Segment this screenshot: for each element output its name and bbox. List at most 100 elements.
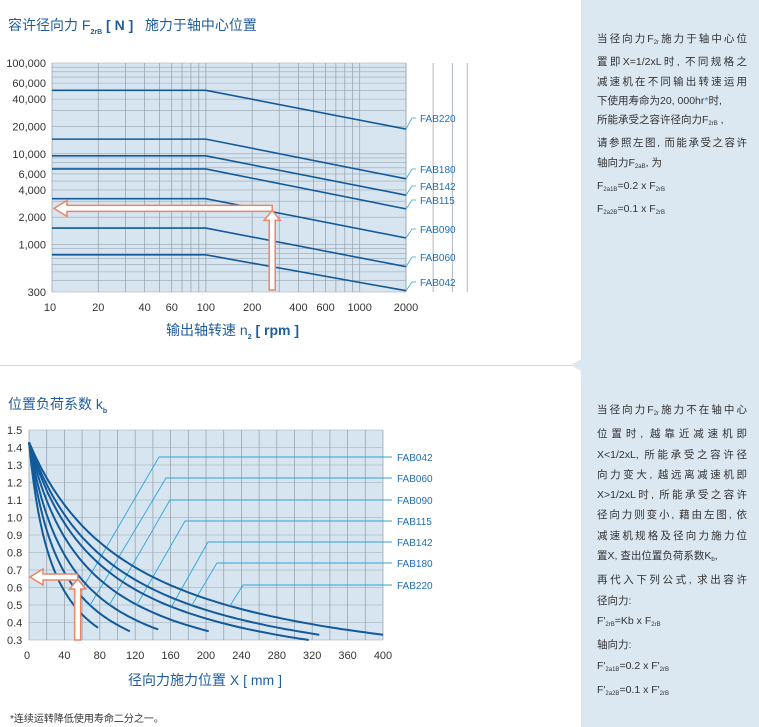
series-line-fab115: [52, 168, 407, 210]
x-tick-label: 600: [316, 302, 334, 314]
arrow-up-icon: [262, 209, 282, 291]
series-label: FAB220: [397, 581, 433, 592]
panel-line: 减速机规格及径向力施力位: [597, 526, 747, 546]
subscript: 2r: [653, 411, 660, 417]
panel-line: 径向力:: [597, 591, 747, 611]
subscript: 2rB: [605, 621, 615, 628]
x-tick-label: 160: [161, 650, 179, 662]
series-label: FAB090: [397, 496, 433, 507]
bottom-x-axis-label: 径向力施力位置 X [ mm ]: [128, 672, 282, 688]
series-line-fab090: [52, 197, 407, 239]
series-label: FAB220: [420, 114, 456, 125]
title-subscript: 2rB: [90, 28, 103, 36]
series-leader: [405, 199, 416, 210]
x-tick-label: 80: [94, 650, 106, 662]
text-segment: F': [597, 659, 606, 672]
x-tick-label: 280: [268, 650, 286, 662]
text-segment: 置即X=1/2xL时, 不同规格之: [597, 56, 747, 69]
subscript: 2rB: [659, 690, 670, 697]
panel-line: F'2a2B=0.1 x F'2rB: [597, 680, 747, 704]
series-leader: [229, 584, 392, 607]
series-label: FAB142: [420, 182, 456, 193]
series-curve-fab090: [28, 442, 159, 631]
y-tick-label: 300: [28, 287, 46, 299]
text-segment: F': [597, 614, 606, 627]
x-tick-label: 120: [126, 650, 144, 662]
panel-line: 下使用寿命为20, 000hr*时,: [597, 92, 747, 111]
x-label-text: 输出轴转速 n: [166, 322, 248, 338]
y-tick-label: 1.2: [7, 478, 22, 490]
title-subscript: b: [102, 407, 108, 415]
y-tick-label: 100,000: [6, 58, 46, 70]
series-leader: [405, 168, 416, 180]
x-tick-label: 320: [303, 650, 321, 662]
text-segment: 轴向力:: [597, 639, 632, 652]
series-curve-fab115: [28, 442, 209, 633]
panel-line: 当径向力F2r施力于轴中心位: [597, 30, 747, 53]
divider-notch: [571, 358, 583, 372]
x-tick-label: 240: [232, 650, 250, 662]
subscript: 2a2B: [603, 210, 618, 217]
footnote: *连续运转降低使用寿命二分之一。: [10, 714, 164, 725]
series-label: FAB042: [420, 278, 456, 289]
arrow-up-icon: [68, 577, 88, 641]
panel-line: 所能承受之容许径向力F2rB ,: [597, 111, 747, 134]
text-segment: =0.1 x F': [619, 683, 660, 696]
series-leader: [405, 228, 416, 239]
panel-text-center-load: 当径向力F2r施力于轴中心位置即X=1/2xL时, 不同规格之减速机在不同输出转…: [597, 30, 747, 224]
x-tick-label: 360: [338, 650, 356, 662]
y-tick-label: 1.1: [7, 495, 22, 507]
text-segment: , 为: [645, 156, 662, 169]
subscript: b: [711, 557, 715, 564]
series-label: FAB090: [420, 225, 456, 236]
subscript: 2rB: [659, 666, 670, 673]
panel-line: X>1/2xL时, 所能承受之容许: [597, 485, 747, 505]
arrow-left-icon: [28, 567, 79, 587]
panel-line: F2a1B=0.2 x F2rB: [597, 177, 747, 200]
series-label: FAB042: [397, 453, 433, 464]
series-line-fab142: [52, 154, 407, 196]
panel-line: 置即X=1/2xL时, 不同规格之: [597, 53, 747, 72]
x-tick-label: 400: [289, 302, 307, 314]
example-arrow: [28, 567, 88, 641]
text-segment: 径向力则变小, 藉由左图, 依: [597, 509, 747, 522]
y-tick-label: 60,000: [12, 78, 46, 90]
panel-line: 位置时, 越靠近减速机即: [597, 424, 747, 444]
text-segment: 轴向力F: [597, 156, 635, 169]
top-chart: 100,000 60,000 40,000 20,000 10,000 6,000 4,00…: [6, 58, 468, 314]
panel-line: 请参照左图, 而能承受之容许: [597, 134, 747, 153]
x-tick-label: 60: [166, 302, 178, 314]
text-segment: X<1/2xL, 所能承受之容许径: [597, 448, 747, 461]
series-curve-fab142: [28, 441, 309, 641]
text-segment: 所能承受之容许径向力F: [597, 114, 709, 127]
panel-line: 减速机在不同输出转速运用: [597, 73, 747, 92]
series-curve-fab042: [28, 442, 99, 629]
text-segment: F: [597, 180, 604, 193]
y-tick-label: 40,000: [12, 94, 46, 106]
panel-line: X<1/2xL, 所能承受之容许径: [597, 445, 747, 465]
series-label: FAB115: [420, 196, 455, 207]
arrow-left-icon: [52, 199, 273, 218]
section-divider: [0, 365, 581, 366]
y-tick-label: 4,000: [18, 185, 46, 197]
text-segment: 下使用寿命为20, 000hr: [597, 94, 705, 107]
panel-text-offset-load: 当径向力F2r施力不在轴中心位置时, 越靠近减速机即 X<1/2xL, 所能承受之…: [597, 400, 747, 704]
x-tick-label: 1000: [347, 302, 371, 314]
x-tick-label: 20: [92, 302, 104, 314]
text-segment: 径向力:: [597, 594, 632, 607]
text-segment: 位置时, 越靠近减速机即: [597, 428, 747, 441]
y-tick-label: 1,000: [18, 240, 46, 252]
y-tick-label: 0.6: [7, 583, 22, 595]
text-segment: ,: [717, 114, 724, 127]
panel-line: 当径向力F2r施力不在轴中心: [597, 400, 747, 424]
text-segment: 再代入下列公式, 求出容许: [597, 574, 747, 587]
x-tick-label: 40: [138, 302, 150, 314]
y-tick-label: 10,000: [12, 149, 46, 161]
x-tick-label: 0: [24, 650, 30, 662]
y-tick-label: 1.4: [7, 443, 22, 455]
example-arrow: [52, 199, 282, 291]
text-segment: X>1/2xL时, 所能承受之容许: [597, 489, 747, 502]
panel-line: 向力变大, 越远离减速机即: [597, 465, 747, 485]
x-tick-label: 100: [197, 302, 215, 314]
y-tick-label: 0.4: [7, 618, 22, 630]
